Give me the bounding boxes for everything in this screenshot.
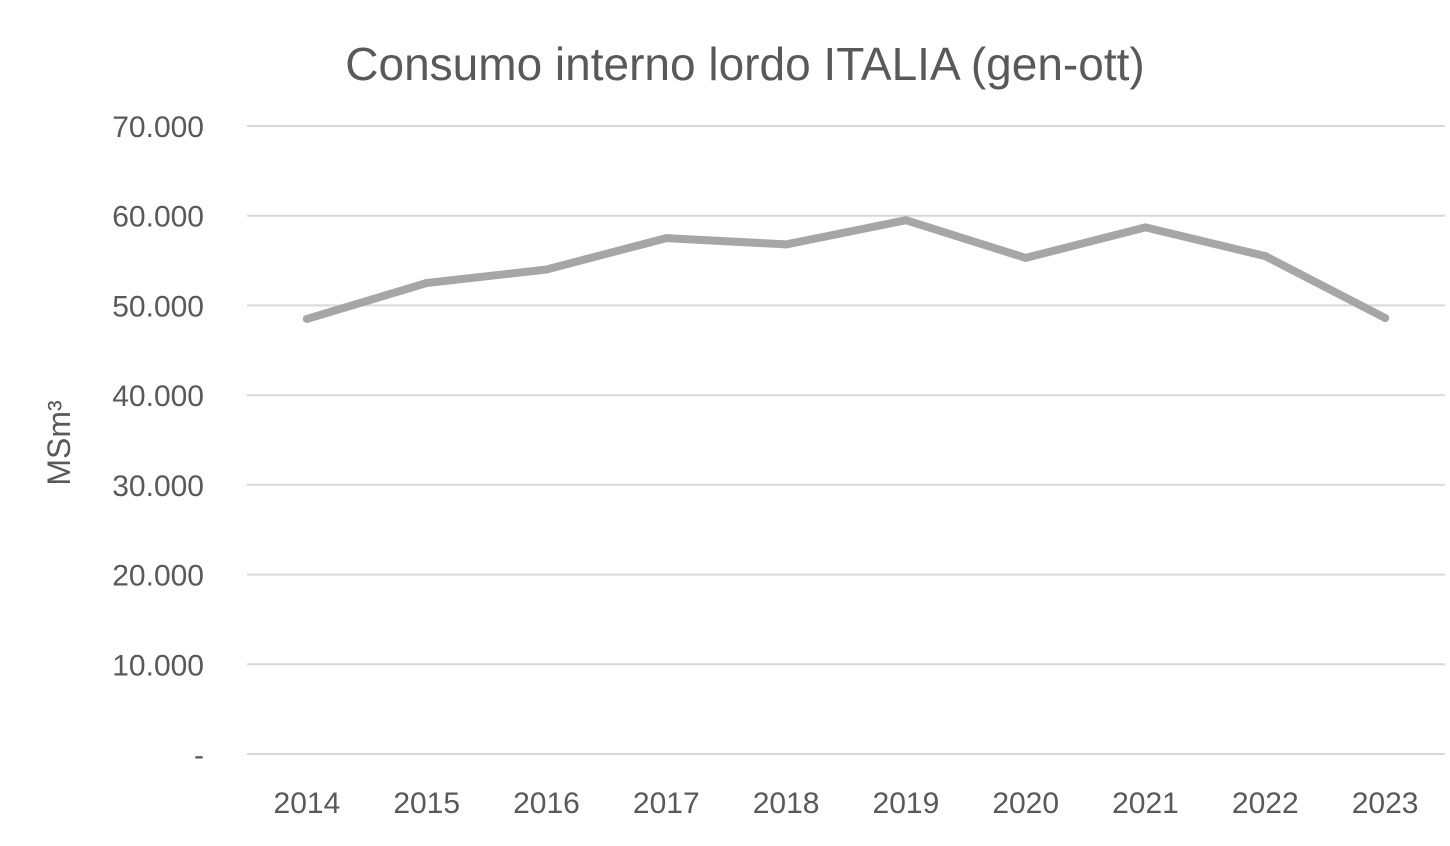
chart-title: Consumo interno lordo ITALIA (gen-ott) [345,38,1144,90]
y-tick-label: 70.000 [112,111,204,144]
data-point-2018 [782,240,791,249]
y-tick-label: 40.000 [112,380,204,413]
x-tick-label: 2016 [513,787,580,820]
gridlines [247,125,1445,755]
y-axis-title: MSm³ [41,400,77,486]
data-point-2019 [901,216,910,225]
x-axis-tick-labels: 2014 2015 2016 2017 2018 2019 2020 2021 2022 2023 [274,787,1419,820]
data-point-2017 [662,234,671,243]
x-tick-label: 2022 [1232,787,1299,820]
x-tick-label: 2020 [992,787,1059,820]
y-tick-label: 50.000 [112,290,204,323]
x-tick-label: 2015 [393,787,460,820]
series-lines [302,216,1390,323]
y-tick-label: 30.000 [112,470,204,503]
y-axis-tick-labels: - 10.000 20.000 30.000 40.000 50.000 60.000 70.… [112,111,204,772]
x-tick-label: 2018 [753,787,820,820]
y-tick-label: - [194,739,204,772]
y-tick-label: 60.000 [112,201,204,234]
data-point-2016 [542,265,551,274]
x-tick-label: 2019 [873,787,940,820]
y-tick-label: 10.000 [112,649,204,682]
x-tick-label: 2017 [633,787,700,820]
data-point-2015 [422,279,431,287]
y-tick-label: 20.000 [112,560,204,593]
data-point-2023 [1381,313,1390,322]
data-point-2021 [1141,223,1150,232]
x-tick-label: 2021 [1112,787,1179,820]
x-tick-label: 2023 [1352,787,1419,820]
data-point-2014 [302,314,311,323]
x-tick-label: 2014 [274,787,341,820]
data-point-2020 [1021,253,1030,262]
data-point-2022 [1261,252,1270,261]
series-line [302,216,1390,323]
